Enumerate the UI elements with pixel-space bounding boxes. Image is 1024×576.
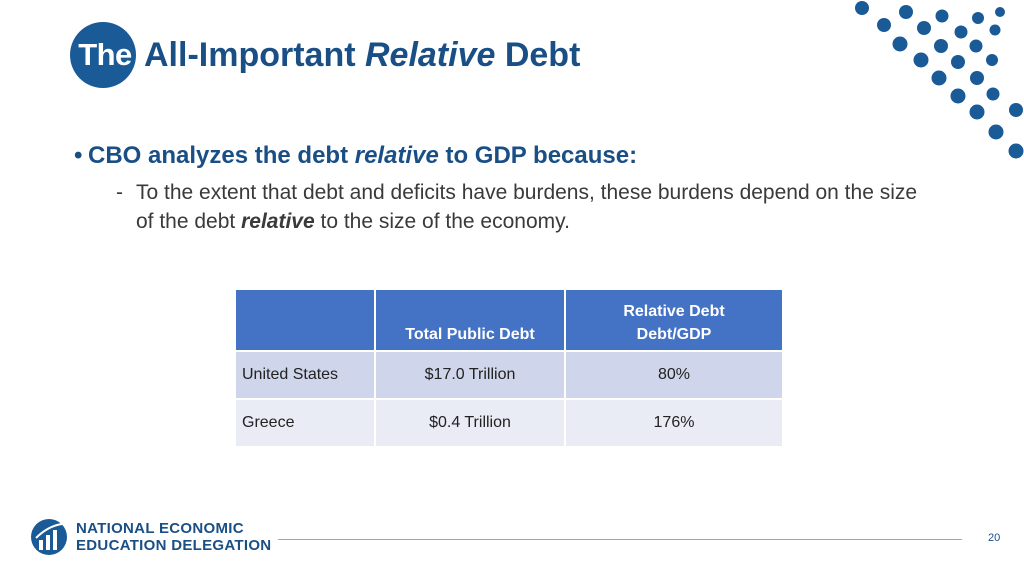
cell-ratio: 176% — [564, 398, 784, 448]
dot — [1008, 143, 1024, 159]
dot — [972, 12, 984, 24]
sub-bullet-text: To the extent that debt and deficits hav… — [136, 178, 936, 236]
decorative-dots — [855, 1, 1024, 159]
organization-name-line2: EDUCATION DELEGATION — [76, 537, 272, 554]
dot — [892, 36, 908, 52]
title-badge: The — [70, 22, 136, 88]
title-badge-text: The — [78, 37, 132, 72]
dot — [986, 87, 1000, 101]
dot — [970, 71, 984, 85]
dot — [917, 21, 931, 35]
page-number: 20 — [988, 532, 1001, 544]
dot — [855, 1, 869, 15]
header-relative-debt-line2: Debt/GDP — [636, 326, 712, 343]
dot — [989, 24, 1001, 36]
dot — [969, 39, 983, 53]
cell-ratio: 80% — [564, 350, 784, 400]
sub-emphasis: relative — [241, 210, 315, 233]
slide-title: The All-Important Relative Debt — [70, 22, 580, 88]
table-row: Greece $0.4 Trillion 176% — [234, 398, 784, 448]
bullet-part1: CBO analyzes the debt — [88, 142, 355, 169]
title-part1: All-Important — [144, 35, 365, 74]
sub-part1: To the extent that debt and deficits hav… — [136, 181, 918, 233]
table-row: United States $17.0 Trillion 80% — [234, 350, 784, 400]
dot — [954, 25, 968, 39]
sub-bullet: - To the extent that debt and deficits h… — [116, 178, 936, 236]
organization-logo: NATIONAL ECONOMIC EDUCATION DELEGATION — [30, 518, 271, 556]
header-relative-debt: Relative Debt Debt/GDP — [564, 288, 784, 352]
dot — [951, 55, 965, 69]
organization-name-line1: NATIONAL ECONOMIC — [76, 520, 244, 537]
dot — [931, 70, 947, 86]
header-country — [234, 288, 376, 352]
dot — [934, 39, 948, 53]
footer-divider — [278, 539, 962, 540]
header-total-public-debt: Total Public Debt — [374, 288, 566, 352]
dot — [1009, 103, 1023, 117]
dot — [913, 52, 929, 68]
bullet-part2: to GDP because: — [438, 142, 638, 169]
cell-country: United States — [234, 350, 376, 400]
bullet-marker: • — [74, 142, 83, 169]
sub-part2: to the size of the economy. — [314, 210, 570, 233]
organization-name: NATIONAL ECONOMIC EDUCATION DELEGATION — [76, 520, 271, 554]
dot — [988, 124, 1004, 140]
title-text: All-Important Relative Debt — [144, 36, 580, 75]
cell-country: Greece — [234, 398, 376, 448]
header-relative-debt-line1: Relative Debt — [623, 303, 725, 320]
title-emphasis: Relative — [364, 35, 496, 74]
main-bullet: • CBO analyzes the debt relative to GDP b… — [74, 142, 637, 170]
cell-debt: $17.0 Trillion — [374, 350, 566, 400]
sub-bullet-dash: - — [116, 181, 123, 204]
dot — [877, 18, 891, 32]
dot — [986, 54, 998, 66]
dot — [969, 104, 985, 120]
dot — [899, 5, 913, 19]
debt-table: Total Public Debt Relative Debt Debt/GDP… — [234, 288, 784, 448]
cell-debt: $0.4 Trillion — [374, 398, 566, 448]
globe-chart-icon — [31, 519, 67, 555]
dot — [935, 9, 949, 23]
dot — [950, 88, 966, 104]
title-part2: Debt — [495, 35, 581, 74]
dot — [995, 7, 1005, 17]
table-header-row: Total Public Debt Relative Debt Debt/GDP — [234, 288, 784, 352]
bullet-emphasis: relative — [354, 142, 439, 169]
